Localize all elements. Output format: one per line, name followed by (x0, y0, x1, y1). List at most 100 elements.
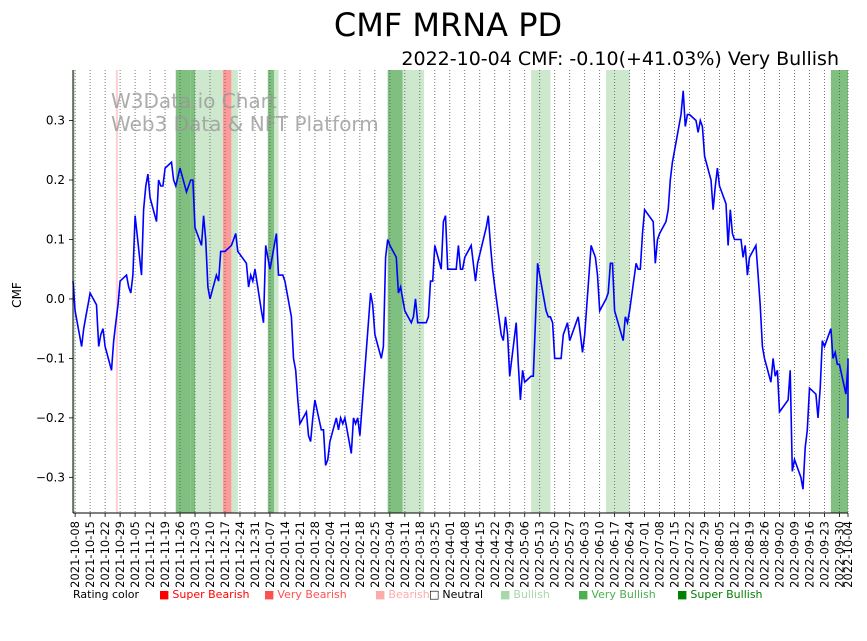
x-tick-label-46: 2022-08-26 (758, 521, 772, 588)
rating-band-10 (387, 70, 403, 513)
chart-subtitle: 2022-10-04 CMF: -0.10(+41.03%) Very Bull… (401, 48, 839, 70)
rating-band-2 (175, 70, 191, 513)
x-tick-label-40: 2022-07-15 (668, 521, 682, 588)
legend-swatch: ■ (264, 588, 275, 601)
rating-band-7 (231, 70, 238, 513)
x-tick-label-51: 2022-09-30 (832, 521, 846, 588)
rating-band-9 (274, 70, 279, 513)
x-tick-label-9: 2021-12-10 (203, 521, 217, 588)
legend-item-bearish: ■ Bearish (375, 588, 430, 601)
x-tick-label-4: 2021-11-05 (128, 521, 142, 588)
x-tick-label-30: 2022-05-06 (518, 521, 532, 588)
x-tick-label-14: 2022-01-14 (278, 521, 292, 588)
rating-band-11 (402, 70, 425, 513)
legend-item-very-bullish: ■ Very Bullish (578, 588, 656, 601)
x-tick-label-8: 2021-12-03 (188, 521, 202, 588)
rating-band-14 (614, 70, 630, 513)
x-tick-label-52: 2022-10-04 (841, 521, 855, 588)
cmf-series-line (72, 90, 849, 490)
x-tick-label-7: 2021-11-26 (173, 521, 187, 588)
rating-band-12 (531, 70, 551, 513)
legend-label: Very Bearish (277, 588, 347, 601)
x-tick-label-10: 2021-12-17 (218, 521, 232, 588)
x-tick-label-39: 2022-07-08 (653, 521, 667, 588)
x-tick-label-50: 2022-09-23 (817, 521, 831, 588)
y-tick-label-6: 0.3 (46, 114, 65, 128)
x-tick-label-2: 2021-10-22 (98, 521, 112, 588)
legend-label: Super Bearish (172, 588, 250, 601)
legend-swatch: ■ (375, 588, 386, 601)
axes (72, 70, 848, 514)
legend-item-super-bullish: ■ Super Bullish (677, 588, 763, 601)
x-tick-label-36: 2022-06-17 (608, 521, 622, 588)
legend-item-neutral: □ Neutral (429, 588, 483, 601)
x-tick-label-16: 2022-01-28 (308, 521, 322, 588)
x-tick-label-20: 2022-02-25 (368, 521, 382, 588)
rating-band-3 (190, 70, 196, 513)
x-tick-label-23: 2022-03-18 (413, 521, 427, 588)
y-tick-label-0: −0.3 (36, 470, 65, 484)
x-tick-label-38: 2022-07-01 (638, 521, 652, 588)
x-tick-label-43: 2022-08-05 (713, 521, 727, 588)
x-tick-label-44: 2022-08-12 (728, 521, 742, 588)
x-tick-label-49: 2022-09-16 (802, 521, 816, 588)
x-tick-label-41: 2022-07-22 (683, 521, 697, 588)
x-tick-label-31: 2022-05-13 (533, 521, 547, 588)
x-tick-label-18: 2022-02-11 (338, 521, 352, 588)
x-tick-label-47: 2022-09-02 (772, 521, 786, 588)
x-tick-label-1: 2021-10-15 (83, 521, 97, 588)
watermark-line-2: Web3 Data & NFT Platform (111, 112, 379, 136)
legend-item-bullish: ■ Bullish (500, 588, 550, 601)
x-tick-label-34: 2022-06-03 (578, 521, 592, 588)
x-tick-label-24: 2022-03-25 (428, 521, 442, 588)
legend-swatch: □ (429, 588, 440, 601)
legend-label: Very Bullish (591, 588, 656, 601)
x-tick-label-3: 2021-10-29 (113, 521, 127, 588)
legend-swatch: ■ (677, 588, 688, 601)
legend-swatch: ■ (500, 588, 511, 601)
y-axis-ticks: −0.3 −0.2 −0.1 0.0 0.1 0.2 0.3 (36, 114, 73, 484)
x-tick-label-29: 2022-04-29 (503, 521, 517, 588)
x-tick-label-25: 2022-04-01 (443, 521, 457, 588)
x-tick-label-19: 2022-02-18 (353, 521, 367, 588)
rating-band-6 (222, 70, 232, 513)
rating-band-15 (830, 70, 848, 513)
x-tick-label-37: 2022-06-24 (623, 521, 637, 588)
legend-title: Rating color (73, 588, 140, 601)
x-tick-label-27: 2022-04-15 (473, 521, 487, 588)
x-tick-label-6: 2021-11-19 (158, 521, 172, 588)
legend-swatch: ■ (578, 588, 589, 601)
x-tick-label-33: 2022-05-27 (563, 521, 577, 588)
rating-band-4 (195, 70, 202, 513)
x-tick-label-12: 2021-12-31 (248, 521, 262, 588)
x-tick-label-15: 2022-01-21 (293, 521, 307, 588)
legend-swatch: ■ (159, 588, 170, 601)
x-tick-label-35: 2022-06-10 (593, 521, 607, 588)
y-tick-label-4: 0.1 (46, 232, 65, 246)
y-tick-label-1: −0.2 (36, 411, 65, 425)
rating-band-13 (606, 70, 615, 513)
x-tick-label-22: 2022-03-11 (398, 521, 412, 588)
y-axis-label: CMF (10, 282, 24, 308)
x-tick-label-11: 2021-12-24 (233, 521, 247, 588)
legend-label: Super Bullish (690, 588, 763, 601)
watermark-line-1: W3Data.io Chart (111, 89, 277, 113)
x-tick-label-45: 2022-08-19 (743, 521, 757, 588)
x-tick-label-21: 2022-03-04 (383, 521, 397, 588)
chart-title: CMF MRNA PD (334, 6, 562, 44)
x-tick-label-42: 2022-07-29 (698, 521, 712, 588)
legend-item-super-bearish: ■ Super Bearish (159, 588, 249, 601)
y-tick-label-3: 0.0 (46, 292, 65, 306)
x-tick-label-5: 2021-11-12 (143, 521, 157, 588)
x-tick-label-32: 2022-05-20 (548, 521, 562, 588)
legend-label: Bullish (513, 588, 550, 601)
rating-band-8 (267, 70, 275, 513)
x-tick-label-28: 2022-04-22 (488, 521, 502, 588)
x-tick-label-0: 2021-10-08 (68, 521, 82, 588)
x-tick-label-48: 2022-09-09 (787, 521, 801, 588)
vertical-gridlines (74, 70, 849, 513)
rating-bands (73, 70, 848, 513)
y-tick-label-5: 0.2 (46, 173, 65, 187)
y-tick-label-2: −0.1 (36, 351, 65, 365)
